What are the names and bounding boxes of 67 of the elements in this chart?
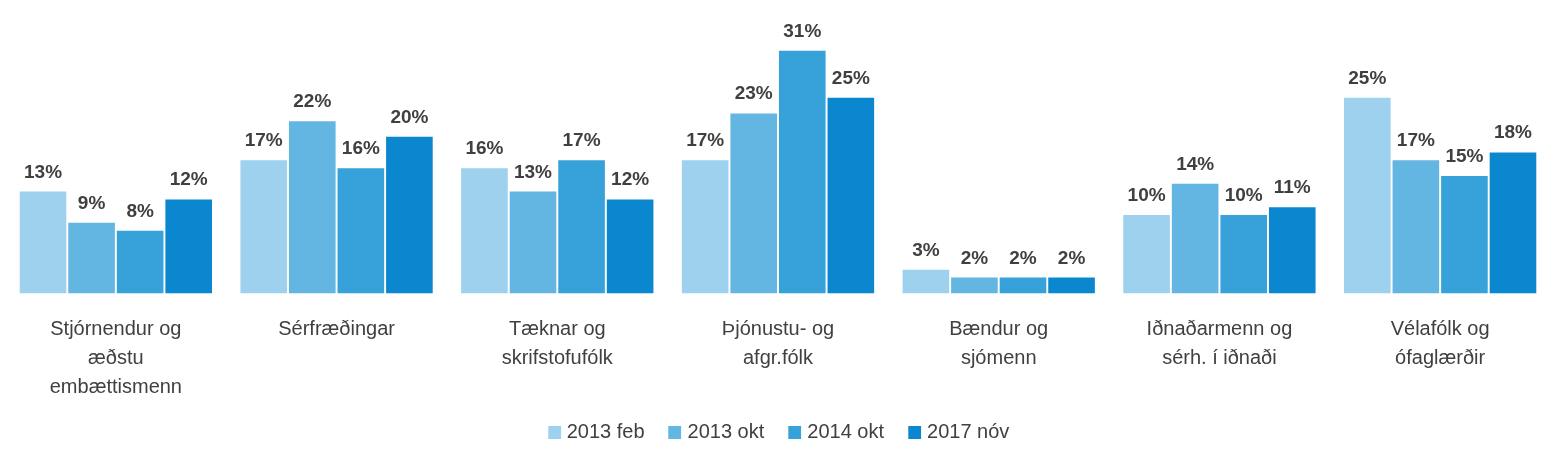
x-tick-label: Iðnaðarmenn og sérh. í iðnaði bbox=[1146, 317, 1293, 369]
bar bbox=[681, 160, 729, 294]
bar bbox=[1489, 152, 1537, 294]
data-label: 2% bbox=[1009, 246, 1037, 268]
legend-label: 2013 feb bbox=[566, 420, 645, 443]
bar bbox=[606, 199, 654, 294]
data-label: 31% bbox=[783, 19, 822, 41]
data-label: 8% bbox=[126, 199, 154, 221]
data-label: 18% bbox=[1493, 121, 1533, 143]
x-tick-label: Þjónustu- og afgr.fólk bbox=[721, 317, 835, 369]
bar bbox=[240, 160, 288, 294]
data-label: 20% bbox=[390, 105, 429, 127]
x-tick-label: Sérfræðingar bbox=[278, 317, 396, 340]
data-label: 13% bbox=[24, 160, 63, 182]
data-label: 3% bbox=[912, 238, 940, 260]
data-label: 2% bbox=[960, 246, 989, 268]
data-label: 25% bbox=[1348, 66, 1387, 88]
legend-label: 2013 okt bbox=[687, 420, 765, 443]
bar bbox=[1123, 215, 1170, 294]
bar bbox=[951, 277, 998, 294]
data-label: 25% bbox=[831, 66, 870, 88]
bar bbox=[116, 230, 164, 294]
data-label: 22% bbox=[293, 90, 332, 112]
data-label: 17% bbox=[686, 129, 725, 151]
data-label: 10% bbox=[1224, 184, 1263, 206]
data-label: 13% bbox=[513, 160, 553, 182]
data-label: 17% bbox=[1396, 129, 1435, 151]
bar bbox=[337, 168, 385, 294]
x-tick-label: Tæknar og skrifstofufólk bbox=[501, 317, 614, 369]
data-label: 16% bbox=[341, 137, 380, 159]
data-label: 12% bbox=[611, 168, 650, 190]
bar bbox=[165, 199, 212, 294]
data-label: 12% bbox=[169, 168, 208, 190]
bar bbox=[558, 160, 605, 294]
bar bbox=[1171, 183, 1219, 294]
bar bbox=[778, 50, 826, 294]
data-label: 2% bbox=[1057, 246, 1086, 268]
bar bbox=[1268, 207, 1316, 294]
data-label: 16% bbox=[465, 137, 504, 159]
bar bbox=[68, 222, 115, 294]
data-label: 23% bbox=[734, 82, 773, 104]
bar bbox=[1392, 160, 1440, 294]
bar bbox=[1220, 215, 1268, 294]
bar bbox=[827, 97, 875, 294]
bar bbox=[19, 191, 67, 294]
bar bbox=[1441, 175, 1488, 294]
bar bbox=[999, 277, 1047, 294]
legend-label: 2017 nóv bbox=[927, 420, 1010, 443]
bar bbox=[386, 136, 433, 294]
bar bbox=[730, 113, 778, 294]
x-tick-label: Stjórnendur og æðstu embættismenn bbox=[49, 317, 182, 397]
data-label: 17% bbox=[244, 129, 283, 151]
bar bbox=[288, 121, 336, 294]
legend-label: 2014 okt bbox=[807, 420, 885, 443]
bar bbox=[902, 269, 950, 294]
data-label: 9% bbox=[77, 191, 106, 213]
x-tick-label: Bændur og sjómenn bbox=[949, 317, 1049, 369]
data-label: 17% bbox=[562, 129, 601, 151]
data-label: 15% bbox=[1445, 144, 1484, 166]
bar bbox=[1344, 97, 1391, 294]
data-label: 11% bbox=[1273, 176, 1311, 198]
data-label: 10% bbox=[1127, 184, 1166, 206]
bar bbox=[1048, 277, 1095, 294]
bar bbox=[461, 168, 508, 294]
bar bbox=[509, 191, 557, 294]
x-tick-label: Vélafólk og ófaglærðir bbox=[1390, 317, 1490, 369]
data-label: 14% bbox=[1176, 152, 1215, 174]
